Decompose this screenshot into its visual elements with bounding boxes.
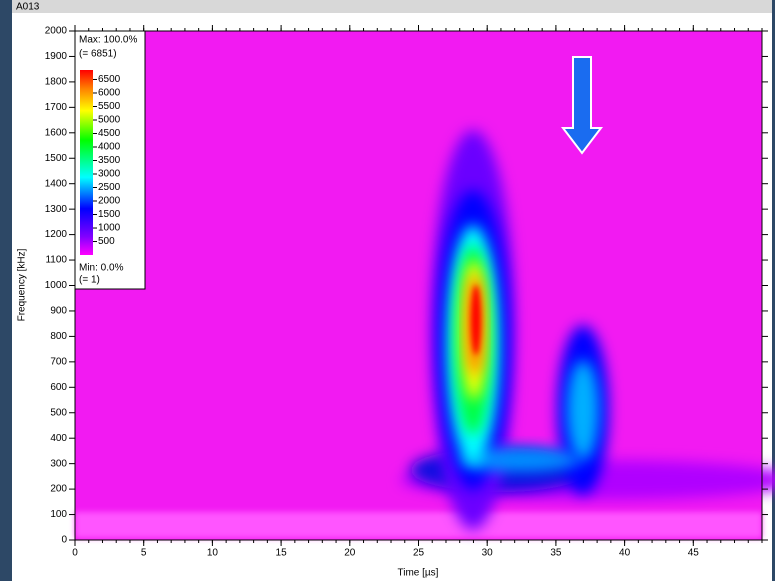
colorbar-max: Max: 100.0% — [79, 35, 137, 46]
colorbar-tick-label: 4000 — [98, 142, 121, 153]
y-tick-label: 0 — [61, 535, 67, 546]
y-tick-label: 200 — [50, 484, 67, 495]
chart-title: A013 — [16, 2, 40, 13]
y-tick-label: 1700 — [45, 102, 68, 113]
y-tick-label: 100 — [50, 509, 67, 520]
colorbar-tick-label: 1500 — [98, 209, 121, 220]
colorbar-tick-label: 3500 — [98, 155, 121, 166]
colorbar — [80, 70, 93, 255]
x-tick-label: 10 — [207, 548, 219, 559]
colorbar-max-count: (= 6851) — [79, 49, 117, 60]
y-tick-label: 400 — [50, 433, 67, 444]
colorbar-tick-label: 2500 — [98, 182, 121, 193]
title-bar — [12, 0, 772, 13]
colorbar-tick-label: 6500 — [98, 74, 121, 85]
y-tick-label: 300 — [50, 458, 67, 469]
y-axis-label: Frequency [kHz] — [17, 248, 28, 321]
x-tick-label: 30 — [482, 548, 494, 559]
y-tick-label: 1500 — [45, 153, 68, 164]
y-tick-label: 1600 — [45, 127, 68, 138]
colorbar-tick-label: 500 — [98, 236, 115, 247]
x-tick-label: 35 — [550, 548, 562, 559]
y-tick-label: 1000 — [45, 280, 68, 291]
y-tick-label: 800 — [50, 331, 67, 342]
y-tick-label: 900 — [50, 306, 67, 317]
x-tick-label: 40 — [619, 548, 631, 559]
arrow — [560, 56, 604, 155]
y-tick-label: 600 — [50, 382, 67, 393]
colorbar-tick-label: 6000 — [98, 88, 121, 99]
colorbar-min: Min: 0.0% — [79, 263, 124, 274]
y-tick-label: 1200 — [45, 229, 68, 240]
y-tick-label: 1400 — [45, 178, 68, 189]
x-tick-label: 0 — [72, 548, 78, 559]
colorbar-tick-label: 2000 — [98, 196, 121, 207]
x-tick-label: 45 — [688, 548, 700, 559]
x-tick-label: 5 — [141, 548, 147, 559]
colorbar-tick-label: 5000 — [98, 115, 121, 126]
y-tick-label: 2000 — [45, 26, 68, 37]
x-tick-label: 20 — [344, 548, 356, 559]
x-tick-label: 15 — [276, 548, 288, 559]
y-tick-label: 700 — [50, 356, 67, 367]
colorbar-min-count: (= 1) — [79, 275, 100, 286]
y-tick-label: 1900 — [45, 51, 68, 62]
y-tick-label: 500 — [50, 407, 67, 418]
y-tick-label: 1800 — [45, 77, 68, 88]
x-axis-label: Time [µs] — [398, 568, 439, 579]
colorbar-tick-label: 4500 — [98, 128, 121, 139]
y-tick-label: 1100 — [45, 255, 67, 266]
colorbar-tick-label: 1000 — [98, 223, 121, 234]
colorbar-tick-label: 3000 — [98, 169, 121, 180]
x-tick-label: 25 — [413, 548, 425, 559]
heatmap — [75, 31, 775, 540]
colorbar-tick-label: 5500 — [98, 101, 121, 112]
y-tick-label: 1300 — [45, 204, 68, 215]
